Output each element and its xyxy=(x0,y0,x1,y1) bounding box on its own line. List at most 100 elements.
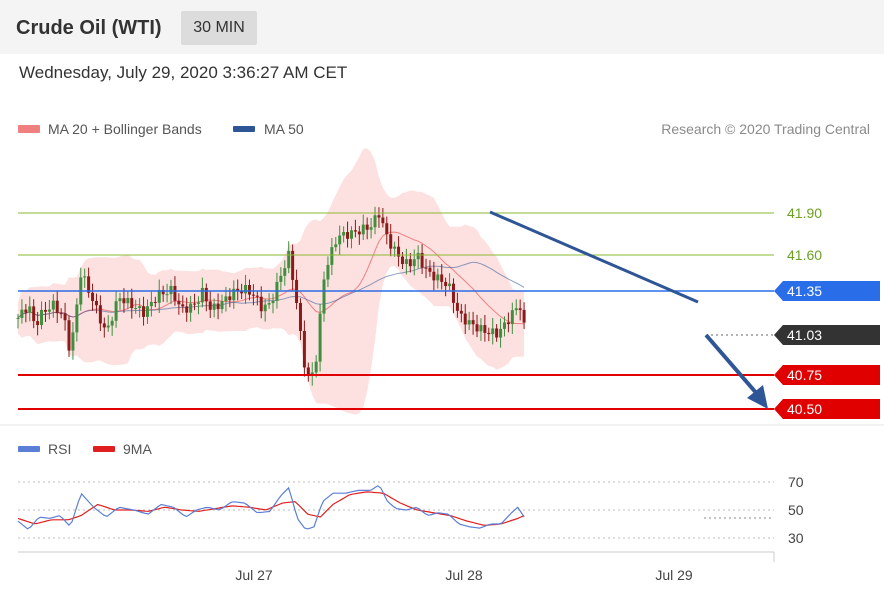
candle-body xyxy=(451,283,455,303)
candle-body xyxy=(134,308,138,310)
candle-body xyxy=(138,306,142,309)
candle-body xyxy=(463,313,467,325)
candle-body xyxy=(322,279,326,314)
ma50-line xyxy=(17,261,525,319)
candle-body xyxy=(196,302,200,304)
rsi-tick-70: 70 xyxy=(788,474,804,490)
candle-body xyxy=(373,215,377,228)
candle-body xyxy=(240,290,244,294)
candle-body xyxy=(94,300,98,306)
candle-body xyxy=(224,296,228,302)
candle-body xyxy=(114,301,118,321)
candle-body xyxy=(173,285,177,301)
candle-body xyxy=(271,300,275,304)
rsi-panel: RSI 9MA 70 50 30 xyxy=(17,441,804,546)
candle-body xyxy=(153,301,157,303)
candle-body xyxy=(130,298,134,309)
candle-body xyxy=(126,298,130,304)
candle-body xyxy=(467,320,471,325)
forecast-arrow-head xyxy=(747,385,768,409)
legend-ma50-swatch xyxy=(233,126,255,132)
candle-body xyxy=(287,250,291,269)
candle-body xyxy=(365,224,369,230)
candle-body xyxy=(47,309,51,312)
candle-body xyxy=(338,235,342,245)
candle-body xyxy=(55,300,59,314)
candle-body xyxy=(318,313,322,362)
candle-body xyxy=(177,300,181,305)
candle-body xyxy=(75,304,79,333)
level-tag-41.35-text: 41.35 xyxy=(787,283,822,299)
candles xyxy=(16,206,526,386)
chart-title: Crude Oil (WTI) xyxy=(16,17,162,39)
legend-rsi-swatch xyxy=(18,446,40,452)
candle-body xyxy=(145,306,149,317)
candle-body xyxy=(51,300,55,310)
candle-body xyxy=(381,217,385,224)
candle-body xyxy=(189,303,193,313)
candle-body xyxy=(310,372,314,376)
candle-body xyxy=(377,215,381,218)
candle-body xyxy=(400,256,404,264)
candle-body xyxy=(514,308,518,311)
candle-body xyxy=(404,259,408,264)
candle-body xyxy=(247,285,251,295)
candle-body xyxy=(436,274,440,281)
interval-badge[interactable]: 30 MIN xyxy=(181,11,257,45)
legend-rsi-label: RSI xyxy=(48,441,71,457)
candle-body xyxy=(24,309,28,313)
candle-body xyxy=(118,298,122,302)
trendline xyxy=(489,210,699,304)
legend-bollinger-swatch xyxy=(18,125,40,133)
price-panel: MA 20 + Bollinger Bands MA 50 Research ©… xyxy=(16,121,880,419)
candle-body xyxy=(259,296,263,312)
candle-body xyxy=(157,290,161,303)
candle-body xyxy=(393,246,397,249)
candle-body xyxy=(87,276,91,293)
candle-body xyxy=(283,268,287,276)
candle-body xyxy=(510,310,514,325)
candle-body xyxy=(20,309,24,318)
candle-body xyxy=(43,309,47,312)
candle-body xyxy=(369,227,373,230)
candle-body xyxy=(518,308,522,310)
candle-body xyxy=(495,328,499,338)
level-label-41.60: 41.60 xyxy=(787,247,822,263)
candle-body xyxy=(361,224,365,235)
candle-body xyxy=(169,285,173,295)
candle-body xyxy=(444,281,448,287)
candle-body xyxy=(330,247,334,265)
x-tick-jul27: Jul 27 xyxy=(235,567,273,583)
candle-body xyxy=(208,301,212,310)
candle-body xyxy=(522,309,526,323)
candle-body xyxy=(440,274,444,282)
candle-body xyxy=(59,313,63,315)
candle-body xyxy=(110,320,114,326)
candle-body xyxy=(483,325,487,333)
candle-body xyxy=(244,285,248,294)
candle-body xyxy=(448,283,452,287)
candle-body xyxy=(216,303,220,310)
candle-body xyxy=(397,246,401,257)
candle-body xyxy=(83,276,87,278)
rsi-line xyxy=(17,485,525,530)
candle-body xyxy=(255,295,259,297)
candle-body xyxy=(106,325,110,328)
rsi-ma-line xyxy=(17,491,525,526)
candle-body xyxy=(491,328,495,335)
candle-body xyxy=(181,304,185,307)
x-tick-jul28: Jul 28 xyxy=(445,567,483,583)
candle-body xyxy=(232,288,236,301)
candle-body xyxy=(471,320,475,325)
candle-body xyxy=(220,301,224,310)
candle-body xyxy=(193,303,197,305)
candle-body xyxy=(357,231,361,235)
candle-body xyxy=(228,296,232,301)
candle-body xyxy=(200,287,204,303)
candle-body xyxy=(40,309,44,326)
candle-body xyxy=(28,306,32,313)
candle-body xyxy=(428,267,432,272)
candle-body xyxy=(502,322,506,329)
candle-body xyxy=(236,288,240,291)
candle-body xyxy=(298,302,302,331)
